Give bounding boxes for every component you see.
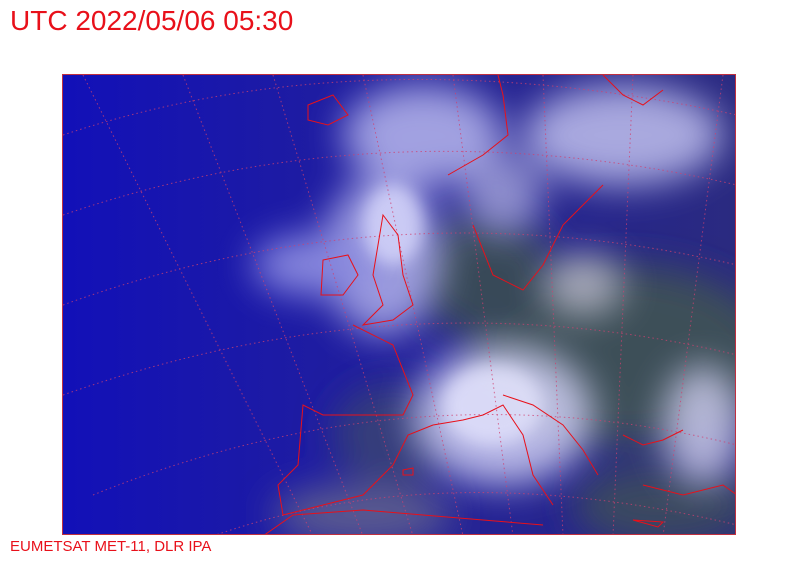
satellite-image — [63, 75, 735, 534]
graticule — [63, 75, 735, 534]
cloud-bands — [253, 85, 735, 485]
source-credit: EUMETSAT MET-11, DLR IPA — [10, 538, 212, 555]
coastlines — [264, 75, 735, 534]
satellite-map — [62, 74, 736, 535]
timestamp-title: UTC 2022/05/06 05:30 — [10, 5, 294, 36]
